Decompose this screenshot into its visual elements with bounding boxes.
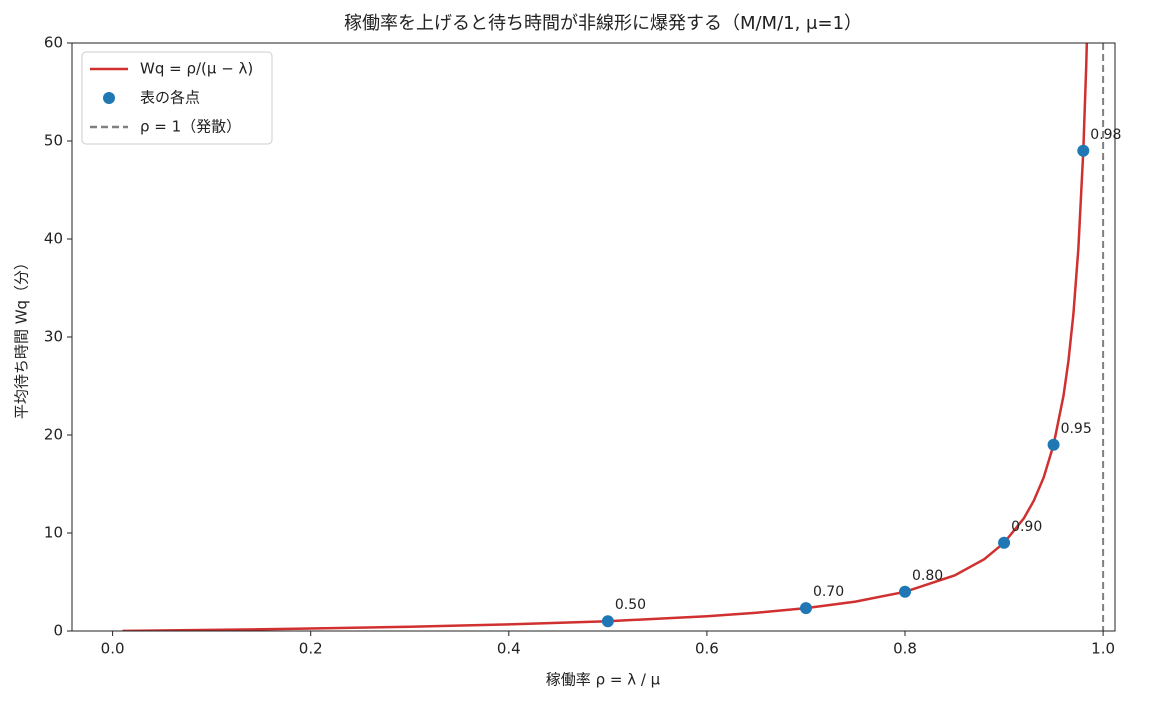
legend-label: Wq = ρ/(μ − λ) [140, 60, 253, 78]
x-tick-label: 0.6 [695, 640, 719, 658]
plot-area [122, 43, 1105, 631]
legend-box [81, 51, 273, 145]
y-tick-label: 60 [44, 34, 63, 52]
x-axis-label: 稼働率 ρ = λ / μ [546, 671, 661, 689]
point-label: 0.50 [615, 597, 646, 613]
y-tick-label: 0 [53, 622, 63, 640]
x-tick-label: 0.0 [101, 640, 125, 658]
line-series [122, 43, 1089, 631]
x-tick-label: 0.8 [893, 640, 917, 658]
legend-swatch [103, 92, 115, 104]
plot-frame [71, 42, 1116, 632]
y-tick-label: 20 [44, 426, 63, 444]
chart-title: 稼働率を上げると待ち時間が非線形に爆発する（M/M/1, μ=1） [344, 13, 862, 34]
scatter-point [799, 602, 812, 615]
y-axis-label: 平均待ち時間 Wq（分） [13, 255, 31, 419]
scatter-point [1077, 144, 1090, 157]
y-tick-label: 40 [44, 230, 63, 248]
point-label: 0.80 [912, 568, 943, 584]
legend-label: ρ = 1（発散） [140, 118, 241, 136]
scatter-point [899, 585, 912, 598]
point-label: 0.98 [1090, 127, 1121, 143]
scatter-point [1047, 438, 1060, 451]
x-tick-label: 0.4 [497, 640, 521, 658]
point-label: 0.90 [1011, 519, 1042, 535]
y-tick-label: 50 [44, 132, 63, 150]
scatter-point [998, 536, 1011, 549]
point-label: 0.70 [813, 584, 844, 600]
scatter-point [601, 615, 614, 628]
y-tick-label: 30 [44, 328, 63, 346]
x-tick-label: 0.2 [299, 640, 323, 658]
x-tick-label: 1.0 [1091, 640, 1115, 658]
y-tick-label: 10 [44, 524, 63, 542]
legend-label: 表の各点 [140, 89, 200, 107]
point-label: 0.95 [1061, 421, 1092, 437]
